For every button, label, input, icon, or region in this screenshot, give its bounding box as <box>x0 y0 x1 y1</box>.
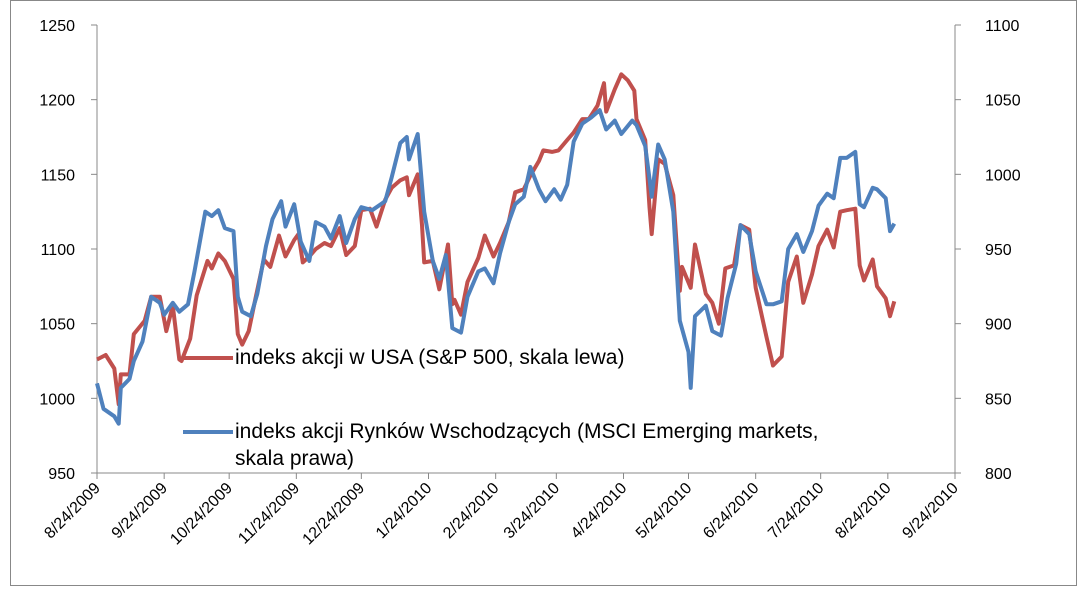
y-tick-label: 1200 <box>39 93 75 110</box>
x-tick-label: 11/24/2009 <box>235 480 303 548</box>
y2-tick-label: 1000 <box>985 167 1021 184</box>
y2-tick-label: 1050 <box>985 93 1021 110</box>
y2-tick-label: 850 <box>985 391 1012 408</box>
y2-tick-label: 800 <box>985 466 1012 483</box>
y-tick-label: 1000 <box>39 391 75 408</box>
legend-label: indeks akcji w USA (S&P 500, skala lewa) <box>235 346 625 369</box>
x-tick-label: 10/24/2009 <box>167 480 236 549</box>
x-tick-label: 9/24/2010 <box>899 480 961 542</box>
x-tick-label: 9/24/2009 <box>109 480 171 542</box>
y2-tick-label: 950 <box>985 242 1012 259</box>
x-tick-label: 7/24/2010 <box>765 480 827 542</box>
x-tick-label: 4/24/2010 <box>568 480 630 542</box>
y-tick-label: 1050 <box>39 317 75 334</box>
y-tick-label: 950 <box>48 466 75 483</box>
x-tick-label: 2/24/2010 <box>440 480 502 542</box>
x-tick-label: 12/24/2009 <box>300 480 369 549</box>
x-tick-label: 5/24/2010 <box>633 480 695 542</box>
legend-label: indeks akcji Rynków Wschodzących (MSCI E… <box>235 420 819 470</box>
y2-tick-label: 900 <box>985 317 1012 334</box>
x-tick-label: 1/24/2010 <box>373 480 435 542</box>
y-tick-label: 1100 <box>41 242 76 259</box>
x-tick-label: 8/24/2010 <box>832 480 894 542</box>
series-line <box>95 108 897 426</box>
y2-tick-label: 1100 <box>985 18 1020 35</box>
y-tick-label: 1150 <box>41 167 76 184</box>
x-tick-label: 6/24/2010 <box>700 480 762 542</box>
chart-frame <box>10 0 1077 586</box>
x-tick-label: 8/24/2009 <box>41 480 103 542</box>
y-tick-label: 1250 <box>39 18 75 35</box>
x-tick-label: 3/24/2010 <box>501 480 563 542</box>
series-line <box>96 72 897 407</box>
